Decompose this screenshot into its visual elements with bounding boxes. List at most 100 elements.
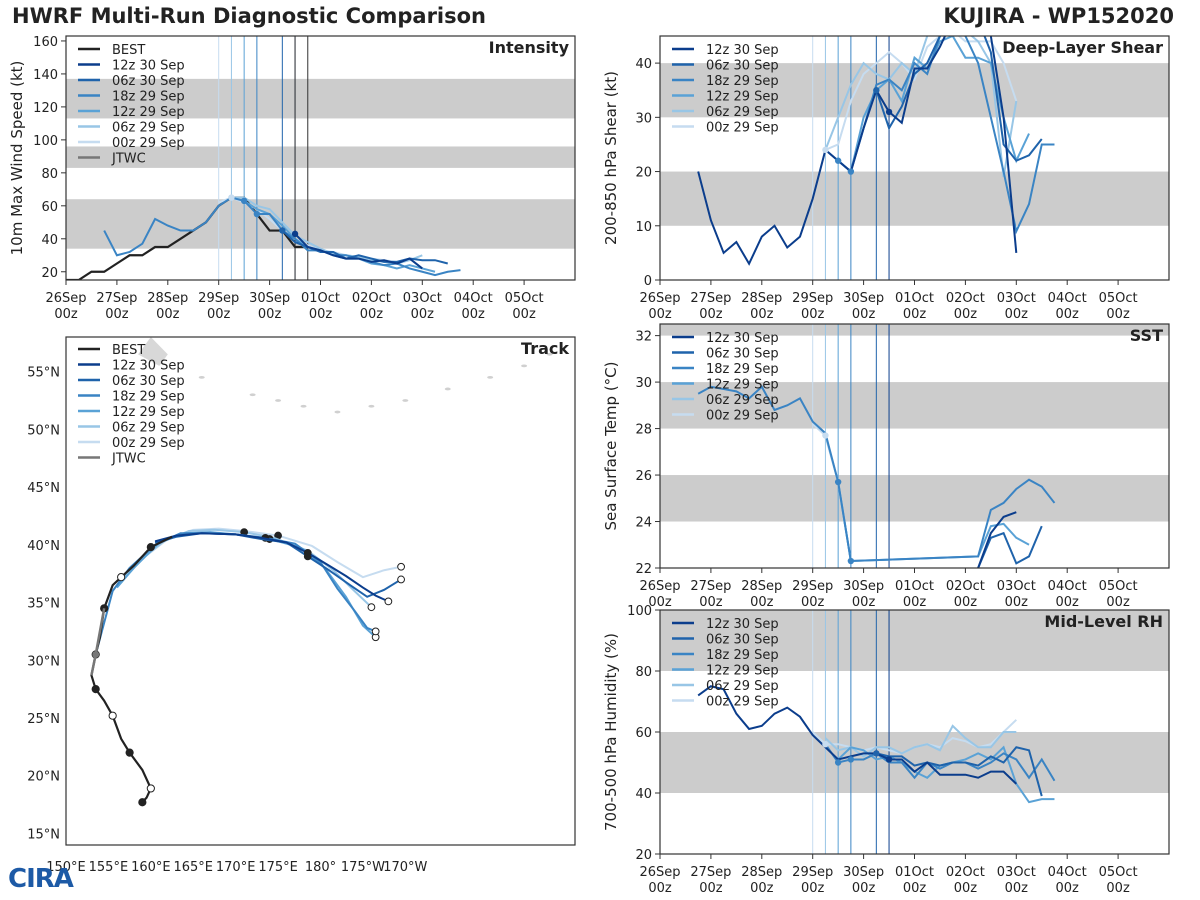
track-xtick-label: 165°E [173,860,213,875]
rh-xtick-label: 00z [699,881,723,896]
sst-xtick-label: 30Sep [843,579,884,594]
aleutian-island [198,376,205,379]
track-best-marker [146,543,155,552]
rh-xtick-label: 00z [852,881,876,896]
sst-band [660,382,1169,429]
shear-legend-label: 06z 30 Sep [706,59,779,74]
intensity-xtick-label: 26Sep [45,291,86,306]
intensity-ylabel: 10m Max Wind Speed (kt) [8,61,26,256]
panel-shear: 01020304026Sep00z27Sep00z28Sep00z29Sep00… [602,35,1170,322]
sst-xtick-label: 00z [1005,595,1029,610]
sst-ytick-label: 24 [635,516,652,531]
sst-xtick-label: 26Sep [639,579,680,594]
track-marker [397,562,405,571]
intensity-init-marker [253,210,261,218]
intensity-xtick-label: 28Sep [147,291,188,306]
track-title: Track [521,339,569,358]
rh-xtick-label: 05Oct [1099,865,1138,880]
shear-xtick-label: 29Sep [792,291,833,306]
sst-ytick-label: 22 [635,562,652,577]
aleutian-island [444,387,451,391]
shear-ylabel: 200-850 hPa Shear (kt) [602,71,620,245]
track-frame [65,336,576,846]
rh-xtick-label: 30Sep [843,865,884,880]
sst-ytick-label: 26 [635,469,652,484]
rh-legend-label: 06z 29 Sep [706,679,779,694]
intensity-ytick-label: 100 [33,134,58,149]
rh-ytick-label: 20 [635,848,652,863]
rh-xtick-label: 26Sep [639,865,680,880]
track-ytick-label: 40°N [27,539,60,554]
track-legend-label: 06z 30 Sep [112,374,185,389]
intensity-ytick-label: 40 [41,233,58,248]
shear-xtick-label: 00z [852,307,876,322]
track-ytick-label: 25°N [27,712,60,727]
intensity-ytick-label: 120 [33,101,58,116]
track-jtwc-marker [92,651,100,658]
track-best-marker [146,784,155,793]
rh-xtick-label: 00z [801,881,825,896]
sst-xtick-label: 28Sep [741,579,782,594]
shear-band [660,171,1169,226]
aleutian-island [487,376,494,379]
sst-band [660,324,1169,336]
rh-xtick-label: 28Sep [741,865,782,880]
intensity-ytick-label: 140 [33,68,58,83]
intensity-ytick-label: 160 [33,35,58,50]
shear-xtick-label: 26Sep [639,291,680,306]
shear-init-marker [885,108,893,116]
intensity-legend-label: JTWC [111,152,146,167]
intensity-xtick-label: 00z [54,307,78,322]
shear-ytick-label: 0 [644,274,652,289]
rh-xtick-label: 00z [954,881,978,896]
track-xtick-label: 175°E [258,860,298,875]
rh-series-06z-29-sep [824,724,1017,758]
shear-xtick-label: 27Sep [690,291,731,306]
rh-xtick-label: 00z [750,881,774,896]
track-marker [367,603,376,612]
intensity-xtick-label: 00z [512,307,536,322]
sst-legend-label: 00z 29 Sep [706,409,779,424]
sst-band [660,475,1169,522]
track-xtick-label: 180° [305,860,336,875]
shear-xtick-label: 30Sep [843,291,884,306]
sst-xtick-label: 00z [903,595,927,610]
aleutian-island [334,410,341,414]
shear-series-06z-29-sep [824,36,1018,178]
aleutian-island [521,364,528,368]
rh-ytick-label: 40 [635,787,652,802]
shear-xtick-label: 03Oct [997,291,1036,306]
intensity-xtick-label: 02Oct [352,291,391,306]
intensity-plot-area [66,36,575,280]
shear-legend-label: 12z 29 Sep [706,90,779,105]
track-legend-label: 12z 29 Sep [112,405,185,420]
rh-xtick-label: 00z [1056,881,1080,896]
sst-ytick-label: 28 [635,423,652,438]
rh-init-marker [834,759,842,766]
rh-xtick-label: 02Oct [946,865,985,880]
rh-legend-label: 00z 29 Sep [706,695,779,710]
shear-xtick-label: 00z [954,307,978,322]
track-marker [397,575,405,584]
track-xtick-label: 170°W [383,860,427,875]
sst-init-marker [847,557,855,565]
rh-title: Mid-Level RH [1044,612,1163,631]
sst-title: SST [1130,326,1163,345]
shear-xtick-label: 00z [1056,307,1080,322]
panel-rh: 2040608010026Sep00z27Sep00z28Sep00z29Sep… [602,604,1170,896]
intensity-xtick-label: 27Sep [96,291,137,306]
rh-series-12z-30-sep [697,685,1017,785]
rh-init-marker [847,756,855,763]
track-ytick-label: 50°N [27,423,60,438]
shear-title: Deep-Layer Shear [1002,38,1163,57]
sst-ytick-label: 32 [635,330,652,345]
intensity-legend-label: 00z 29 Sep [112,136,185,151]
panel-track: 15°N 20°N 25°N 30°N 35°N 40°N 45°N 50°N 55°N 150°… [27,336,576,875]
sst-xtick-label: 00z [648,595,672,610]
shear-series-12z-30-sep [697,36,1018,266]
shear-ytick-label: 20 [635,166,652,181]
intensity-xtick-label: 30Sep [249,291,290,306]
